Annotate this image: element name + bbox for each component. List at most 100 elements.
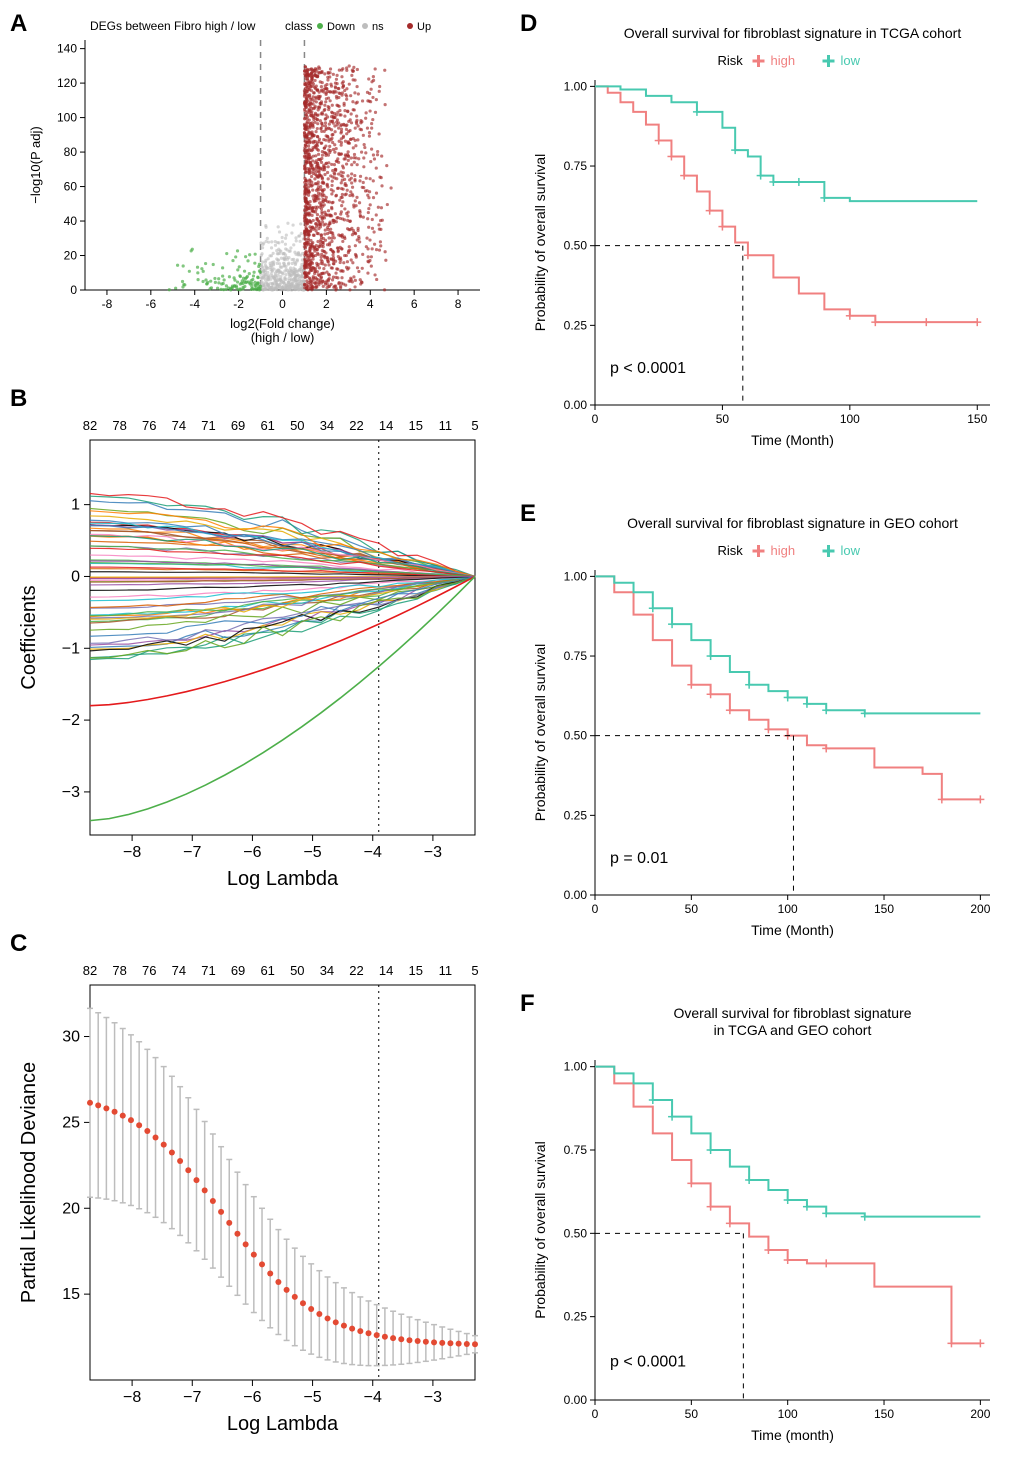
svg-text:76: 76	[142, 963, 156, 978]
svg-text:20: 20	[62, 1200, 80, 1217]
svg-text:p = 0.01: p = 0.01	[610, 850, 668, 867]
svg-text:-8: -8	[102, 297, 113, 311]
svg-text:69: 69	[231, 418, 245, 433]
km-curve-combined: 0501001502000.000.250.500.751.00p < 0.00…	[520, 990, 1010, 1455]
svg-text:−1: −1	[62, 640, 80, 657]
svg-text:71: 71	[201, 963, 215, 978]
svg-text:in TCGA and GEO cohort: in TCGA and GEO cohort	[714, 1022, 872, 1038]
svg-text:−3: −3	[424, 1389, 442, 1406]
km-curve-tcga: 0501001500.000.250.500.751.00p < 0.0001O…	[520, 10, 1010, 460]
svg-text:−5: −5	[303, 844, 321, 861]
panel-b: B −8−7−6−5−4−3−3−2−101827876747169615034…	[10, 385, 500, 905]
svg-text:Partial Likelihood Deviance: Partial Likelihood Deviance	[18, 1062, 40, 1303]
svg-text:4: 4	[367, 297, 374, 311]
svg-text:0.50: 0.50	[564, 239, 588, 253]
svg-text:150: 150	[874, 1407, 894, 1421]
svg-text:60: 60	[64, 180, 78, 194]
svg-text:−log10(P adj): −log10(P adj)	[28, 126, 43, 203]
svg-text:150: 150	[874, 902, 894, 916]
svg-text:DEGs between Fibro high / low: DEGs between Fibro high / low	[90, 19, 256, 33]
svg-text:0.25: 0.25	[564, 1310, 588, 1324]
panel-f-label: F	[520, 990, 535, 1018]
svg-text:0: 0	[592, 412, 599, 426]
svg-text:log2(Fold change): log2(Fold change)	[230, 316, 335, 331]
km-curve-geo: 0501001502000.000.250.500.751.00p = 0.01…	[520, 500, 1010, 950]
svg-text:50: 50	[685, 902, 699, 916]
svg-text:1.00: 1.00	[564, 569, 588, 583]
svg-text:34: 34	[320, 963, 334, 978]
svg-text:78: 78	[112, 963, 126, 978]
svg-text:50: 50	[685, 1407, 699, 1421]
svg-text:5: 5	[471, 963, 478, 978]
svg-text:14: 14	[379, 418, 393, 433]
svg-text:Overall survival for fibroblas: Overall survival for fibroblast signatur…	[627, 515, 958, 531]
svg-text:0.75: 0.75	[564, 1143, 588, 1157]
svg-text:15: 15	[62, 1286, 80, 1303]
partial-likelihood-deviance-plot: −8−7−6−5−4−31520253082787674716961503422…	[10, 930, 500, 1450]
svg-text:6: 6	[411, 297, 418, 311]
svg-text:0.00: 0.00	[564, 1393, 588, 1407]
svg-text:50: 50	[716, 412, 730, 426]
svg-text:20: 20	[64, 249, 78, 263]
panel-a: A -8-6-4-202468020406080100120140log2(Fo…	[10, 10, 500, 360]
panel-d: D 0501001500.000.250.500.751.00p < 0.000…	[520, 10, 1010, 460]
svg-text:ns: ns	[372, 21, 384, 33]
svg-text:-2: -2	[233, 297, 244, 311]
svg-text:0: 0	[279, 297, 286, 311]
panel-a-label: A	[10, 10, 27, 38]
svg-text:40: 40	[64, 214, 78, 228]
svg-text:0: 0	[592, 902, 599, 916]
svg-text:76: 76	[142, 418, 156, 433]
svg-text:150: 150	[967, 412, 987, 426]
panel-e: E 0501001502000.000.250.500.751.00p = 0.…	[520, 500, 1010, 950]
panel-b-label: B	[10, 385, 27, 413]
svg-text:Probability of overall surviva: Probability of overall survival	[532, 644, 548, 821]
svg-text:0.75: 0.75	[564, 159, 588, 173]
svg-text:11: 11	[439, 418, 453, 433]
svg-text:0.00: 0.00	[564, 398, 588, 412]
volcano-plot: -8-6-4-202468020406080100120140log2(Fold…	[10, 10, 500, 360]
panel-c: C −8−7−6−5−4−315202530827876747169615034…	[10, 930, 500, 1450]
svg-text:high: high	[771, 543, 796, 558]
svg-text:0: 0	[592, 1407, 599, 1421]
svg-text:50: 50	[290, 963, 304, 978]
svg-text:11: 11	[439, 963, 453, 978]
svg-text:71: 71	[201, 418, 215, 433]
svg-text:high: high	[771, 53, 796, 68]
svg-text:-4: -4	[189, 297, 200, 311]
svg-text:Time (Month): Time (Month)	[751, 432, 834, 448]
svg-text:200: 200	[970, 1407, 990, 1421]
svg-text:50: 50	[290, 418, 304, 433]
svg-text:82: 82	[83, 418, 97, 433]
svg-text:1.00: 1.00	[564, 1060, 588, 1074]
svg-text:−8: −8	[123, 844, 141, 861]
panel-d-label: D	[520, 10, 537, 38]
svg-text:0: 0	[70, 283, 77, 297]
svg-text:200: 200	[970, 902, 990, 916]
svg-text:61: 61	[260, 963, 274, 978]
svg-text:100: 100	[778, 902, 798, 916]
svg-text:−8: −8	[123, 1389, 141, 1406]
svg-text:0.25: 0.25	[564, 318, 588, 332]
svg-text:p < 0.0001: p < 0.0001	[610, 360, 686, 377]
svg-text:69: 69	[231, 963, 245, 978]
svg-text:Overall survival for fibroblas: Overall survival for fibroblast signatur…	[624, 25, 962, 41]
svg-text:100: 100	[778, 1407, 798, 1421]
svg-text:0.00: 0.00	[564, 888, 588, 902]
svg-text:0: 0	[71, 568, 80, 585]
lasso-coefficients-plot: −8−7−6−5−4−3−3−2−10182787674716961503422…	[10, 385, 500, 905]
svg-text:120: 120	[57, 76, 77, 90]
svg-text:−2: −2	[62, 712, 80, 729]
svg-text:22: 22	[349, 418, 363, 433]
svg-text:(high / low): (high / low)	[251, 330, 315, 345]
svg-text:74: 74	[172, 418, 186, 433]
svg-text:Up: Up	[417, 21, 431, 33]
svg-text:−6: −6	[243, 844, 261, 861]
svg-text:0.50: 0.50	[564, 729, 588, 743]
svg-text:Probability of overall surviva: Probability of overall survival	[532, 1141, 548, 1318]
svg-text:low: low	[841, 543, 861, 558]
svg-text:22: 22	[349, 963, 363, 978]
svg-text:100: 100	[57, 111, 77, 125]
svg-text:14: 14	[379, 963, 393, 978]
svg-text:100: 100	[840, 412, 860, 426]
